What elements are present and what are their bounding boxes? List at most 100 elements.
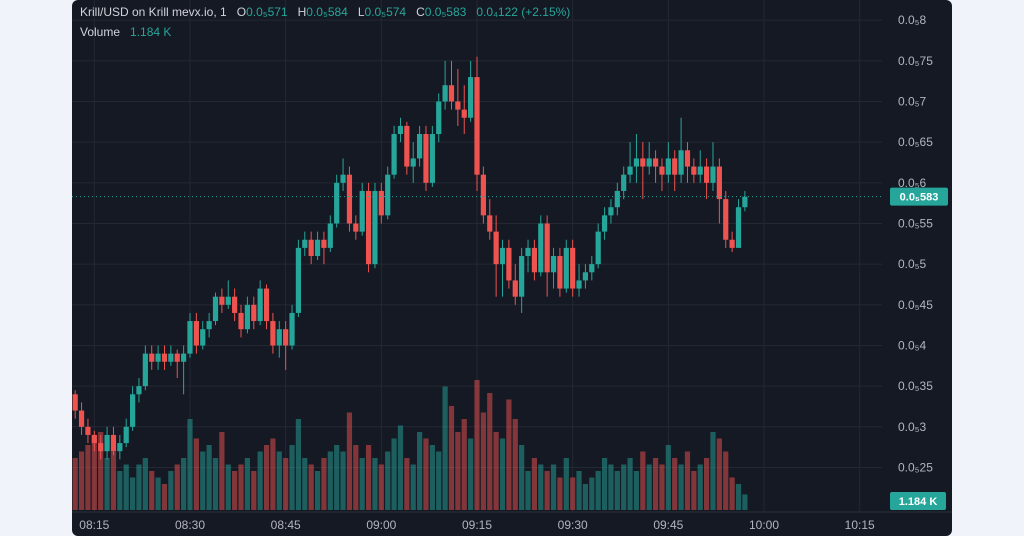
volume-bar — [461, 419, 467, 510]
volume-bar — [646, 464, 652, 510]
volume-bar — [72, 458, 78, 510]
candle — [614, 182, 620, 216]
candle-body — [78, 410, 85, 427]
volume-legend: Volume 1.184 K — [80, 25, 171, 39]
candle — [123, 418, 129, 448]
candle — [289, 304, 295, 350]
candle-body — [544, 223, 550, 273]
candle-body — [704, 166, 710, 183]
candle-body — [416, 134, 423, 159]
candle — [219, 288, 225, 313]
volume-bar — [91, 438, 97, 510]
candle — [161, 345, 168, 370]
candle — [557, 247, 563, 297]
volume-bar — [576, 471, 582, 510]
symbol-title[interactable]: Krill/USD on Krill mevx.io, 1 — [80, 5, 227, 19]
candle-body — [633, 158, 640, 167]
candle — [589, 256, 595, 281]
volume-bar — [276, 451, 282, 510]
candle — [359, 182, 365, 236]
price-tick-label: 0.0₅5 — [898, 257, 927, 271]
candle-body — [123, 426, 129, 444]
volume-bar — [181, 458, 187, 510]
volume-bar — [652, 458, 659, 510]
volume-bar — [665, 445, 671, 510]
volume-bar — [729, 477, 735, 510]
candle-body — [276, 329, 282, 346]
volume-bar — [98, 432, 104, 510]
candle-body — [499, 247, 506, 265]
candle-body — [129, 394, 136, 427]
volume-bar — [601, 458, 608, 510]
volume-bar — [372, 458, 378, 510]
candle — [187, 312, 193, 358]
candle-body — [723, 199, 729, 240]
volume-bar — [289, 445, 295, 510]
candle — [436, 93, 442, 143]
candle — [512, 264, 518, 305]
volume-bar — [487, 393, 493, 510]
volume-bar — [123, 464, 129, 510]
volume-bar — [595, 471, 601, 510]
candle — [372, 182, 378, 269]
candle — [423, 125, 429, 191]
volume-bar — [423, 438, 429, 510]
candle-body — [334, 182, 340, 224]
volume-bar — [684, 451, 691, 510]
price-tick-label: 0.0₅3 — [898, 420, 927, 434]
volume-bar — [334, 445, 340, 510]
candle-body — [595, 231, 601, 265]
candle-body — [404, 125, 410, 167]
candle-body — [512, 280, 518, 297]
candle — [276, 321, 282, 358]
candle-body — [672, 158, 678, 175]
candle-body — [340, 174, 346, 183]
candle — [174, 349, 180, 379]
volume-bar — [187, 419, 193, 510]
candle-body — [251, 304, 257, 322]
price-tick-label: 0.0₅35 — [898, 379, 933, 393]
candle — [691, 158, 697, 183]
open-label: O — [236, 5, 247, 19]
candle — [98, 434, 104, 460]
candle-body — [429, 134, 435, 183]
candle — [627, 142, 633, 183]
candle — [633, 134, 640, 183]
candle-body — [238, 312, 244, 330]
candle — [334, 174, 340, 228]
candle-body — [487, 215, 493, 232]
last-price-label: 0.0₅583 — [900, 192, 939, 204]
candle-body — [346, 174, 353, 224]
candle — [251, 296, 257, 330]
price-tick-label: 0.0₅55 — [898, 216, 933, 230]
price-axis[interactable]: 0.0₅8 0.0₅75 0.0₅7 0.0₅65 0.0₅6 0.0₅55 0.0₅5 0.… — [898, 13, 933, 474]
candle-body — [142, 353, 148, 387]
candle-body — [601, 215, 608, 232]
volume-bar — [640, 451, 646, 510]
chart-panel[interactable]: 0.0₅8 0.0₅75 0.0₅7 0.0₅65 0.0₅6 0.0₅55 0.0₅5 0.… — [72, 0, 952, 536]
candle — [474, 56, 480, 191]
change-value: 0.0₄122 (+2.15%) — [476, 5, 571, 19]
candle — [168, 345, 174, 366]
candle-body — [519, 256, 525, 297]
candle-body — [174, 353, 180, 362]
volume-bar — [563, 458, 569, 510]
candle — [576, 264, 582, 297]
candle-body — [538, 223, 544, 273]
time-tick-label: 08:30 — [175, 518, 205, 532]
candle-body — [448, 85, 455, 102]
candle — [385, 166, 391, 220]
volume-bar — [570, 477, 576, 510]
volume-bar — [716, 438, 722, 510]
candle — [104, 426, 110, 460]
candle-body — [225, 296, 231, 305]
candle — [416, 125, 423, 167]
candle — [531, 239, 538, 281]
volume-bar — [493, 432, 499, 510]
volume-bar — [378, 464, 384, 510]
candle-body — [149, 353, 155, 362]
volume-bar — [723, 451, 729, 510]
price-tick-label: 0.0₅4 — [898, 338, 927, 352]
price-chart[interactable]: 0.0₅8 0.0₅75 0.0₅7 0.0₅65 0.0₅6 0.0₅55 0.0₅5 0.… — [72, 0, 952, 536]
time-axis[interactable]: 08:15 08:30 08:45 09:00 09:15 09:30 09:45 10:00… — [79, 518, 875, 532]
